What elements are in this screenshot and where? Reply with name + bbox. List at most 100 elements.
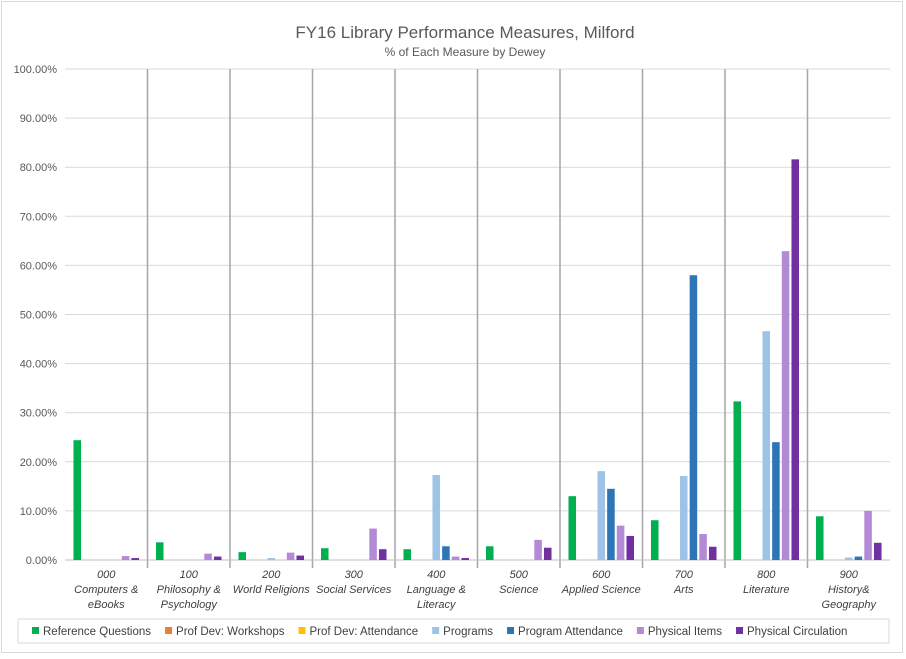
chart-subtitle: % of Each Measure by Dewey: [385, 45, 546, 59]
bar-physical-items: [616, 525, 625, 560]
y-tick-label: 0.00%: [26, 555, 57, 567]
legend-swatch: [32, 627, 39, 634]
bar-program-attendance: [854, 556, 863, 560]
x-tick-label: 100: [180, 569, 199, 581]
x-tick-label: 200: [261, 569, 281, 581]
y-tick-label: 100.00%: [14, 64, 58, 76]
bar-programs: [597, 471, 606, 560]
bar-physical-circulation: [791, 159, 800, 560]
bar-programs: [267, 558, 276, 560]
legend-label: Program Attendance: [518, 626, 623, 638]
bar-reference-questions: [650, 520, 659, 560]
x-tick-label: Arts: [673, 584, 694, 596]
bar-program-attendance: [607, 488, 615, 560]
x-tick-label: 400: [427, 569, 446, 581]
bar-reference-questions: [73, 440, 82, 560]
x-tick-label: History&: [828, 584, 870, 596]
y-tick-label: 20.00%: [20, 457, 58, 469]
bar-program-attendance: [772, 442, 780, 560]
x-tick-label: 500: [510, 569, 529, 581]
bars-group: [73, 159, 882, 560]
bar-programs: [762, 331, 771, 560]
bar-program-attendance: [442, 546, 450, 560]
legend-swatch: [432, 627, 440, 634]
x-tick-label: Literature: [743, 584, 789, 596]
legend-swatch: [165, 627, 173, 634]
bar-reference-questions: [568, 496, 577, 560]
x-tick-label: 900: [840, 569, 859, 581]
bar-physical-circulation: [461, 558, 470, 560]
y-tick-label: 40.00%: [20, 359, 58, 371]
x-axis: 000 Computers & eBooks 100 Philosophy & Psych…: [74, 569, 877, 611]
x-tick-label: Applied Science: [561, 584, 641, 596]
bar-physical-items: [699, 533, 707, 560]
x-tick-label: Language &: [407, 584, 466, 596]
x-tick-label: Computers &: [74, 584, 138, 596]
x-tick-label: 000: [97, 569, 116, 581]
bar-physical-circulation: [708, 546, 717, 560]
category-separators: [65, 69, 890, 568]
legend-label: Physical Circulation: [747, 626, 847, 638]
x-tick-label: 700: [675, 569, 694, 581]
bar-physical-items: [121, 556, 130, 560]
y-tick-label: 80.00%: [20, 162, 58, 174]
x-tick-label: Geography: [822, 599, 878, 611]
legend-label: Prof Dev: Attendance: [309, 626, 418, 638]
legend: Reference Questions Prof Dev: Workshops Pr…: [17, 618, 890, 644]
legend-label: Prof Dev: Workshops: [176, 626, 285, 638]
bar-physical-circulation: [378, 549, 387, 560]
x-tick-label: 300: [345, 569, 364, 581]
bar-program-attendance: [689, 275, 698, 560]
bar-physical-items: [286, 552, 295, 560]
bar-physical-items: [534, 539, 542, 560]
bar-reference-questions: [815, 516, 824, 560]
bar-physical-circulation: [296, 555, 305, 560]
bar-programs: [432, 475, 441, 560]
y-tick-label: 60.00%: [20, 260, 58, 272]
x-tick-label: Science: [499, 584, 538, 596]
legend-swatch: [736, 627, 744, 634]
legend-swatch: [636, 627, 644, 634]
bar-reference-questions: [485, 546, 494, 560]
bar-programs: [679, 476, 688, 560]
x-tick-label: Philosophy &: [157, 584, 221, 596]
bar-reference-questions: [403, 549, 412, 560]
legend-label: Reference Questions: [43, 626, 151, 638]
y-tick-label: 10.00%: [20, 506, 58, 518]
bar-physical-circulation: [213, 556, 222, 560]
y-tick-label: 70.00%: [20, 211, 58, 223]
x-tick-label: Psychology: [161, 599, 219, 611]
bar-physical-circulation: [626, 535, 635, 560]
legend-box: [17, 618, 890, 644]
bar-physical-items: [864, 510, 872, 560]
bar-programs: [844, 557, 853, 560]
legend-label: Physical Items: [648, 626, 722, 638]
bar-physical-circulation: [543, 547, 552, 560]
y-tick-label: 50.00%: [20, 310, 58, 322]
bar-physical-items: [451, 556, 460, 560]
x-tick-label: Literacy: [417, 599, 457, 611]
legend-label: Programs: [443, 626, 493, 638]
legend-swatch: [507, 627, 515, 634]
x-tick-label: 600: [592, 569, 611, 581]
bar-physical-circulation: [131, 558, 140, 560]
y-tick-label: 30.00%: [20, 408, 58, 420]
bar-reference-questions: [238, 552, 247, 560]
bar-reference-questions: [733, 401, 742, 560]
bar-reference-questions: [155, 542, 164, 560]
x-tick-label: eBooks: [88, 599, 125, 611]
bar-reference-questions: [320, 548, 329, 560]
x-tick-label: World Religions: [233, 584, 311, 596]
legend-swatch: [298, 627, 306, 634]
bar-physical-circulation: [873, 542, 882, 560]
bar-physical-items: [781, 251, 790, 560]
chart-title: FY16 Library Performance Measures, Milfo…: [295, 23, 634, 42]
x-tick-label: Social Services: [316, 584, 392, 596]
y-axis: 0.00% 10.00% 20.00% 30.00% 40.00% 50.00% 60.00…: [14, 64, 58, 567]
bar-physical-items: [369, 528, 377, 560]
y-tick-label: 90.00%: [20, 113, 58, 125]
x-tick-label: 800: [757, 569, 776, 581]
bar-physical-items: [204, 553, 212, 560]
